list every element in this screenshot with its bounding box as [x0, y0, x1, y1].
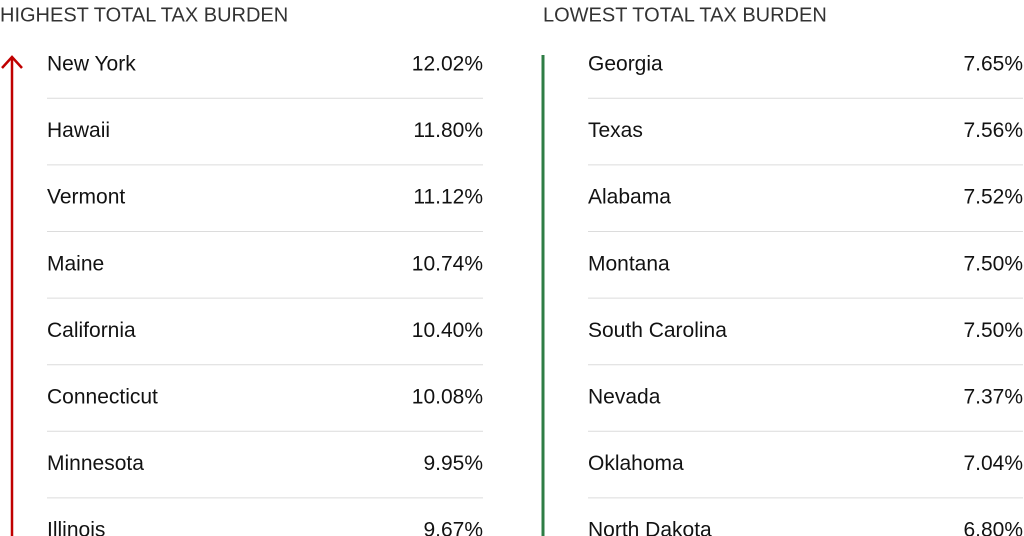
tax-rate: 7.65% [963, 53, 1023, 76]
state-name: North Dakota [588, 519, 712, 536]
up-arrow-head [1, 55, 23, 69]
tax-rate: 9.95% [423, 452, 483, 475]
left-heading: HIGHEST TOTAL TAX BURDEN [0, 4, 288, 26]
tax-rate: 7.56% [963, 119, 1023, 142]
tax-rate: 10.74% [412, 252, 483, 275]
state-name: Minnesota [47, 452, 144, 475]
right-heading: LOWEST TOTAL TAX BURDEN [543, 4, 827, 26]
state-name: Oklahoma [588, 452, 684, 475]
state-name: Nevada [588, 386, 661, 409]
state-name: Maine [47, 252, 104, 275]
state-name: Illinois [47, 519, 105, 536]
state-name: Vermont [47, 186, 125, 209]
state-name: Montana [588, 252, 670, 275]
tax-rate: 7.37% [963, 386, 1023, 409]
state-name: California [47, 319, 136, 342]
tax-rate: 7.50% [963, 319, 1023, 342]
state-name: Alabama [588, 186, 671, 209]
tax-rate: 11.80% [413, 119, 483, 142]
state-name: New York [47, 53, 136, 76]
tax-rate: 9.67% [423, 519, 483, 536]
state-name: Texas [588, 119, 643, 142]
tax-rate: 6.80% [963, 519, 1023, 536]
state-name: South Carolina [588, 319, 727, 342]
tax-rate: 7.50% [963, 252, 1023, 275]
tax-rate: 10.40% [412, 319, 483, 342]
state-name: Georgia [588, 53, 663, 76]
tax-rate: 7.04% [963, 452, 1023, 475]
tax-rate: 11.12% [413, 186, 483, 209]
tax-rate: 7.52% [963, 186, 1023, 209]
tax-rate: 12.02% [412, 53, 483, 76]
state-name: Hawaii [47, 119, 110, 142]
state-name: Connecticut [47, 386, 158, 409]
tax-rate: 10.08% [412, 386, 483, 409]
